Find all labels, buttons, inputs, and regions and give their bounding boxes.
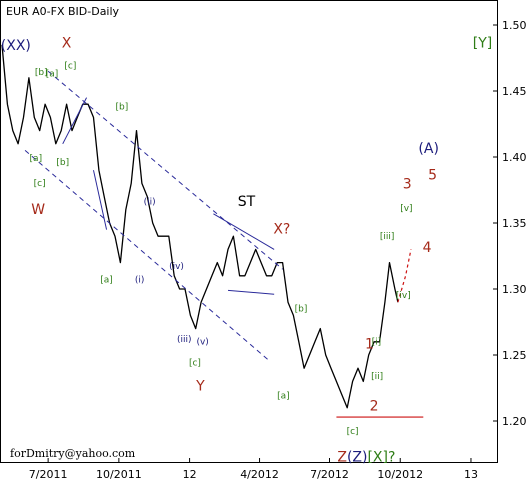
wave-label: (iv) [169, 262, 184, 272]
trendline-2 [213, 213, 275, 250]
wave-label: [a] [30, 154, 43, 164]
wave-label: [ii] [371, 372, 383, 382]
wave-label: [i] [372, 337, 382, 347]
credit-text: forDmitry@yahoo.com [10, 447, 136, 460]
wave-label: (iii) [177, 335, 192, 345]
wave-label: (i) [135, 275, 145, 285]
wave-label: X [62, 35, 72, 51]
trendline-1 [92, 170, 108, 230]
wave-label-part: [X]? [367, 449, 395, 465]
x-tick-label: 10/2012 [377, 468, 423, 481]
y-axis: 1.20 1.25 1.30 1.35 1.40 1.45 1.50 [493, 19, 527, 428]
channel-lower-line [24, 150, 271, 362]
wave-label: Y [195, 379, 205, 395]
wave-label: [c] [64, 62, 76, 72]
price-line-series-0 [1, 44, 399, 409]
x-tick-label: 10/2011 [96, 468, 142, 481]
wave-label: (ii) [144, 198, 156, 208]
wave-label: X? [273, 222, 290, 238]
wave-annotations: (XX) X[b][a][c][b][a] [b][c]W (ii) STX?(iv)[… [1, 35, 492, 465]
wave-label: W [31, 202, 45, 218]
y-tick-label: 1.30 [502, 283, 527, 296]
wave-label: [a] [277, 392, 290, 402]
x-tick-label: 13 [464, 468, 478, 481]
analysis-lines [24, 70, 424, 418]
wave-label: 4 [423, 240, 432, 256]
wave-label: (XX) [1, 38, 31, 54]
channel-upper-line [47, 70, 283, 270]
x-axis: 7/2011 10/2011 12 4/2012 7/2012 10/2012 13 [29, 458, 478, 481]
wave-label: (v) [196, 337, 208, 347]
price-series [1, 44, 399, 409]
wave-label: 5 [428, 167, 437, 183]
wave-label: [v] [400, 204, 412, 214]
x-tick-label: 12 [183, 468, 197, 481]
wave-label: 1 [365, 336, 374, 352]
trendline-3 [227, 289, 275, 295]
wave-label: [Y] [473, 35, 492, 51]
x-tick-label: 7/2012 [310, 468, 349, 481]
y-tick-label: 1.40 [502, 151, 527, 164]
wave-label: [c] [189, 359, 201, 369]
y-tick-label: 1.50 [502, 19, 527, 32]
wave-label: [iii] [380, 232, 395, 242]
trendline-0 [62, 97, 88, 145]
wave-label: (A) [418, 141, 439, 157]
wave-label: [c] [34, 179, 46, 189]
wave-label-part: Z [337, 449, 347, 465]
wave-label: [a] [100, 275, 113, 285]
wave-label: 3 [403, 177, 412, 193]
x-tick-label: 4/2012 [240, 468, 279, 481]
wave-label-bottom: Z(Z)[X]? [337, 449, 395, 465]
wave-label: [b] [35, 68, 48, 78]
wave-label: [b] [56, 158, 69, 168]
wave-label: [a] [46, 69, 59, 79]
wave-label: [b] [295, 304, 308, 314]
wave-label: [b] [116, 102, 129, 112]
wave-label-part: (Z) [347, 449, 368, 465]
y-tick-label: 1.35 [502, 217, 527, 230]
wave-label: ST [238, 194, 256, 210]
x-tick-label: 7/2011 [29, 468, 68, 481]
plot-area [0, 0, 498, 463]
chart-title: EUR A0-FX BID-Daily [6, 5, 120, 18]
wave-label: [iv] [396, 291, 411, 301]
y-tick-label: 1.25 [502, 349, 527, 362]
y-tick-label: 1.45 [502, 85, 527, 98]
wave-label: [c] [347, 427, 359, 437]
plot-frame [0, 0, 498, 463]
y-tick-label: 1.20 [502, 415, 527, 428]
wave-label: 2 [370, 398, 379, 414]
